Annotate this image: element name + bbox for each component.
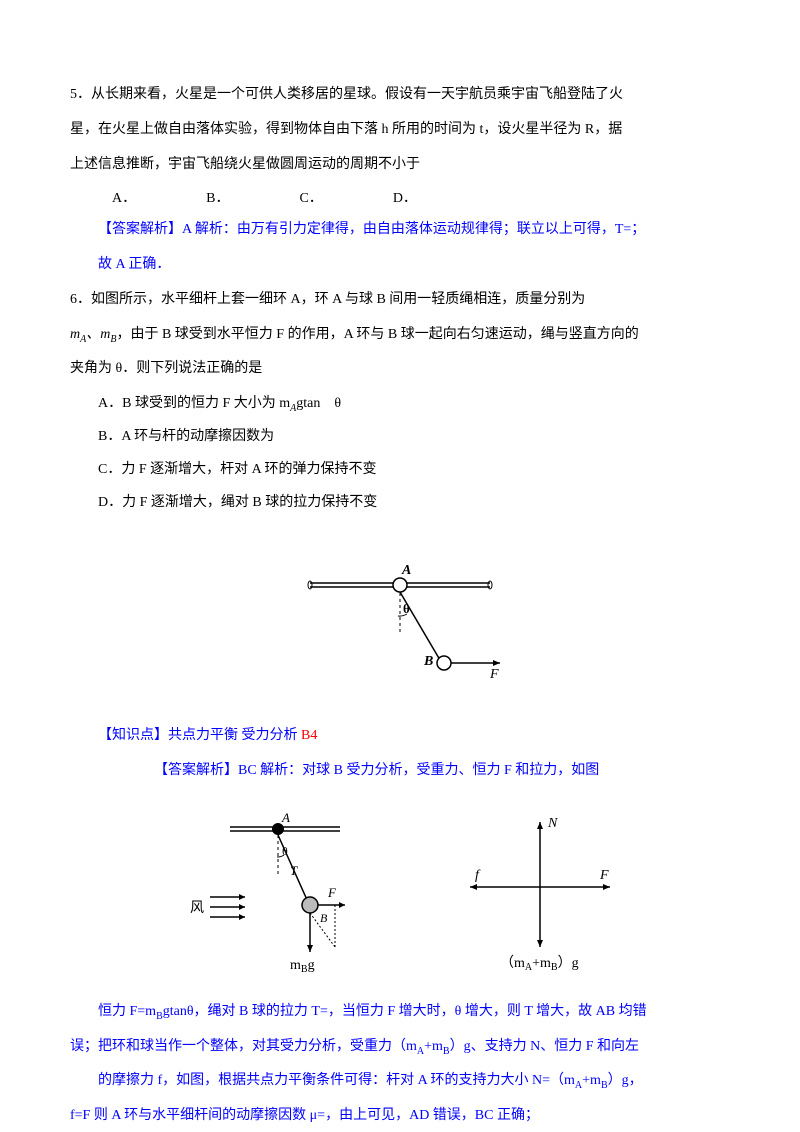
q6-answer-choice: BC 解析： [238,763,302,778]
q6-exp-line3: 的摩擦力 f，如图，根据共点力平衡条件可得：杆对 A 环的支持力大小 N=（mA… [70,1066,730,1097]
d2-label-b: B [320,911,328,925]
q6-answer-text: 对球 B 受力分析，受重力、恒力 F 和拉力，如图 [302,763,599,778]
q5-answer-line2: 故 A 正确． [70,250,730,281]
q6-opt-d: D．力 F 逐渐增大，绳对 B 球的拉力保持不变 [70,488,730,519]
q5-opt-d: D． [393,184,417,215]
q5-answer-choice: A 解析： [182,222,237,237]
diagram3-svg: N f F （mA+mB）g [440,807,640,977]
q6-exp-line1: 恒力 F=mBgtanθ，绳对 B 球的拉力 T=，当恒力 F 增大时，θ 增大… [70,997,730,1028]
d3-label-f-big: F [599,868,609,883]
q5-num: 5． [70,87,91,102]
q6-num: 6． [70,292,91,307]
q6-opt-a: A．B 球受到的恒力 F 大小为 mAgtan θ [70,389,730,420]
q6-opt-b: B．A 环与杆的动摩擦因数为 [70,422,730,453]
q5-opt-b: B． [206,184,229,215]
q5-opt-c: C． [299,184,322,215]
q6-knowledge: 【知识点】共点力平衡 受力分析 B4 [70,721,730,752]
q6-answer-label: 【答案解析】 [154,763,238,778]
d1-label-b: B [423,654,433,669]
d2-label-wind: 风 [190,901,204,916]
diagram1-svg: A B θ F [290,558,510,688]
q5-answer-text: 由万有引力定律得，由自由落体运动规律得；联立以上可得，T=； [237,222,645,237]
q6-knowledge-code: B4 [301,728,317,743]
q5-options: A． B． C． D． [70,184,730,215]
d2-label-t: T [290,863,298,878]
d1-label-f: F [489,667,499,682]
q6-opt-c: C．力 F 逐渐增大，杆对 A 环的弹力保持不变 [70,455,730,486]
q5-line1: 5．从长期来看，火星是一个可供人类移居的星球。假设有一天宇航员乘宇宙飞船登陆了火 [70,80,730,111]
d1-label-a: A [401,563,411,578]
q5-answer-line1: 【答案解析】A 解析：由万有引力定律得，由自由落体运动规律得；联立以上可得，T=… [70,215,730,246]
q6-line1: 6．如图所示，水平细杆上套一细环 A，环 A 与球 B 间用一轻质绳相连，质量分… [70,285,730,316]
d3-label-f-small: f [475,868,481,883]
q5-opt-a: A． [112,184,136,215]
q6-line3: 夹角为 θ．则下列说法正确的是 [70,354,730,385]
q5-line2: 星，在火星上做自由落体实验，得到物体自由下落 h 所用的时间为 t，设火星半径为… [70,115,730,146]
q6-knowledge-label: 【知识点】 [98,728,168,743]
diagram2-svg: A θ T F B 风 mBg [160,807,380,977]
q6-knowledge-text: 共点力平衡 受力分析 [168,728,301,743]
q6-exp-line2: 误；把环和球当作一个整体，对其受力分析，受重力（mA+mB）g、支持力 N、恒力… [70,1032,730,1063]
q6-diagram-row: A θ T F B 风 mBg N f F （mA+mB）g [70,807,730,977]
q6-line2: mA、mB，由于 B 球受到水平恒力 F 的作用，A 环与 B 球一起向右匀速运… [70,320,730,351]
d3-label-n: N [547,816,558,831]
q6-exp-line4: f=F 则 A 环与水平细杆间的动摩擦因数 μ=，由上可见，AD 错误，BC 正… [70,1101,730,1132]
d3-label-g: （mA+mB）g [500,955,579,973]
q5-answer-label: 【答案解析】 [98,222,182,237]
d2-label-mg: mBg [290,958,315,975]
q6-answer-line1: 【答案解析】BC 解析：对球 B 受力分析，受重力、恒力 F 和拉力，如图 [70,756,730,787]
d2-label-a: A [281,810,290,825]
d2-label-f: F [327,885,337,900]
q5-line3: 上述信息推断，宇宙飞船绕火星做圆周运动的周期不小于 [70,150,730,181]
q6-diagram1: A B θ F [70,558,730,701]
